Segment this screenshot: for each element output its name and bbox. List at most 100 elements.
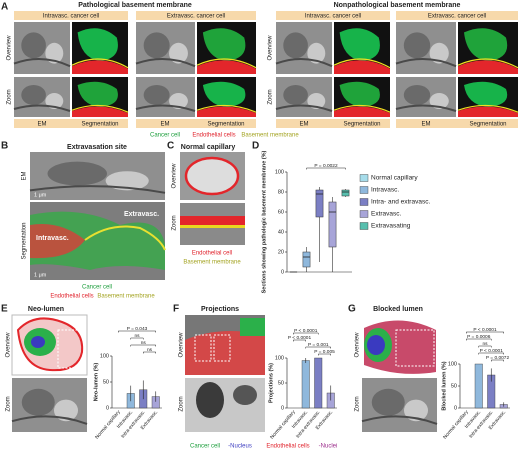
em-structure — [196, 382, 224, 418]
column-label: EM — [161, 122, 170, 128]
endothelial — [458, 60, 518, 74]
nucleus — [367, 335, 385, 355]
significance-bracket — [466, 338, 492, 341]
cell-title: Intravasc. cancer cell — [43, 14, 99, 20]
endothelial — [72, 60, 128, 74]
y-axis-label: Blocked lumen (%) — [441, 361, 447, 410]
em-structure — [283, 85, 308, 105]
endothelial — [197, 60, 256, 74]
significance-bracket — [466, 331, 504, 334]
y-tick-label: 50 — [451, 383, 457, 389]
endothelial — [185, 331, 265, 375]
group-title: Pathological basement membrane — [78, 2, 192, 9]
em-structure — [13, 58, 71, 68]
em-structure — [395, 58, 457, 68]
y-tick-label: 0 — [281, 405, 284, 411]
y-tick-label: 100 — [448, 361, 457, 367]
cancer-cell — [464, 81, 508, 107]
y-tick-label: 0 — [106, 405, 109, 411]
y-tick-label: 80 — [278, 189, 284, 195]
em-structure — [403, 85, 431, 105]
legend-label: Intra- and extravasc. — [371, 199, 430, 206]
zoom-box — [213, 334, 231, 362]
y-tick-label: 0 — [281, 269, 284, 275]
cell-header — [14, 11, 128, 20]
nucleus — [31, 336, 45, 348]
box — [315, 189, 324, 218]
em-structure — [13, 104, 71, 112]
basement-membrane — [84, 225, 166, 251]
y-tick-label: 40 — [278, 229, 284, 235]
y-tick-label: 50 — [103, 379, 109, 385]
row-label: Zoom — [268, 89, 274, 104]
y-tick-label: 100 — [275, 355, 284, 361]
legend-item: Endothelial cells — [50, 294, 93, 300]
row-label: Overview — [7, 35, 13, 61]
legend-item: -Nucleus — [228, 444, 252, 450]
em-structure — [307, 42, 326, 64]
cell-header — [136, 11, 256, 20]
endothelial — [30, 224, 85, 259]
basement-membrane — [333, 58, 391, 69]
row-label: Zoom — [179, 396, 185, 411]
cell-title: Intravasc. cancer cell — [305, 14, 361, 20]
column-label: Segmentation — [207, 122, 244, 128]
y-axis-label: Sections showing pathologic basement mem… — [261, 150, 267, 293]
group-title: Nonpathological basement membrane — [334, 2, 461, 9]
em-structure — [169, 42, 188, 64]
significance-label: P < 0.0001 — [473, 327, 497, 333]
basement-membrane — [71, 104, 129, 113]
em-structure — [307, 93, 326, 109]
column-header — [136, 119, 256, 128]
panel-label: D — [252, 141, 259, 152]
legend-item: Basement membrane — [97, 294, 155, 300]
y-tick-label: 0 — [454, 405, 457, 411]
region-label: Extravasc. — [124, 211, 159, 218]
panel-label: A — [1, 2, 8, 13]
panel-label: G — [348, 304, 356, 315]
row-label: Segmentation — [22, 222, 28, 259]
endothelial — [72, 106, 128, 117]
em-structure — [143, 32, 170, 59]
basement-membrane — [196, 58, 257, 69]
column-header — [396, 119, 518, 128]
legend-item: Cancer cell — [82, 285, 112, 291]
y-tick-label: 60 — [278, 209, 284, 215]
legend-item: Basement membrane — [241, 133, 299, 139]
em-structure — [283, 32, 308, 59]
em-structure — [21, 85, 46, 105]
legend-item: Endothelial cells — [192, 133, 235, 139]
basement-membrane — [71, 58, 129, 69]
em-structure — [275, 58, 333, 68]
scale-label: 1 μm — [34, 192, 47, 198]
cancer-cell — [339, 28, 380, 62]
significance-label: P = 0.043 — [127, 326, 148, 332]
significance-bracket — [130, 337, 144, 340]
significance-bracket — [478, 352, 504, 355]
significance-bracket — [143, 351, 156, 354]
significance-bracket — [293, 339, 306, 342]
cell-title: Extravasc. cancer cell — [428, 14, 486, 20]
em-structure — [47, 161, 107, 186]
zoom-box — [194, 334, 212, 362]
y-tick-label: 20 — [278, 249, 284, 255]
panel-title: Normal capillary — [181, 144, 236, 151]
significance-label: ns — [141, 341, 147, 346]
panel-title: Extravasation site — [67, 144, 127, 151]
em-structure — [371, 388, 405, 416]
em-structure — [45, 42, 64, 64]
cell-header — [276, 11, 390, 20]
row-label: Zoom — [172, 215, 178, 230]
bar — [314, 357, 323, 409]
panel-title: Projections — [201, 306, 239, 313]
significance-bracket — [130, 344, 156, 347]
em-structure — [404, 399, 428, 422]
endothelial — [334, 106, 390, 117]
em-structure — [135, 104, 196, 112]
legend-item: -Nuclei — [319, 444, 338, 450]
row-label: EM — [22, 171, 28, 180]
cancer-cell — [464, 28, 508, 62]
row-label: Overview — [268, 35, 274, 61]
column-label: EM — [422, 122, 431, 128]
column-label: Segmentation — [81, 122, 118, 128]
